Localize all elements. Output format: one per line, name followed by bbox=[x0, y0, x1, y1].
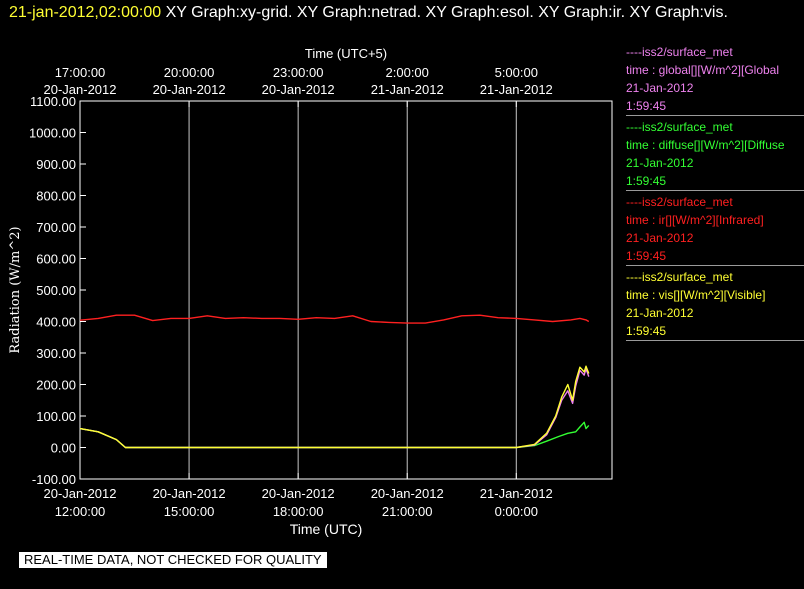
y-axis-title: Radiation (W/m^2) bbox=[8, 226, 23, 353]
x-axis-top: 17:00:00 20-Jan-2012 20:00:00 20-Jan-2012 23… bbox=[44, 65, 553, 107]
x2-tick-time: 2:00:00 bbox=[386, 65, 429, 80]
y-tick-label: 700.00 bbox=[36, 220, 76, 235]
quality-notice: REAL-TIME DATA, NOT CHECKED FOR QUALITY bbox=[19, 552, 327, 568]
legend-source: ----iss2/surface_met bbox=[626, 45, 733, 59]
x2-tick-time: 23:00:00 bbox=[273, 65, 324, 80]
legend-date: 21-Jan-2012 bbox=[626, 231, 694, 245]
y-tick-label: 800.00 bbox=[36, 189, 76, 204]
grid-lines bbox=[188, 101, 517, 479]
y-tick-label: 400.00 bbox=[36, 315, 76, 330]
legend-date: 21-Jan-2012 bbox=[626, 156, 694, 170]
x-tick-date: 20-Jan-2012 bbox=[262, 486, 335, 501]
x-tick-time: 12:00:00 bbox=[55, 504, 106, 519]
legend-date: 21-Jan-2012 bbox=[626, 81, 694, 95]
x-tick-date: 21-Jan-2012 bbox=[480, 486, 553, 501]
x-tick-date: 20-Jan-2012 bbox=[371, 486, 444, 501]
legend-time: 1:59:45 bbox=[626, 99, 667, 113]
x2-tick-time: 5:00:00 bbox=[495, 65, 538, 80]
x-tick-time: 18:00:00 bbox=[273, 504, 324, 519]
y-tick-label: 1100.00 bbox=[30, 94, 76, 109]
y-tick-label: 300.00 bbox=[36, 346, 76, 361]
x2-tick-date: 21-Jan-2012 bbox=[371, 82, 444, 97]
graph-list-label: XY Graph:xy-grid. XY Graph:netrad. XY Gr… bbox=[161, 4, 728, 21]
plot-area bbox=[79, 100, 613, 480]
legend-field: time : ir[][W/m^2][Infrared] bbox=[626, 213, 764, 227]
graph-title-bar: 21-jan-2012,02:00:00 XY Graph:xy-grid. X… bbox=[9, 2, 799, 24]
x2-tick-date: 20-Jan-2012 bbox=[262, 82, 335, 97]
legend-field: time : global[][W/m^2][Global bbox=[626, 63, 780, 77]
x-tick-time: 0:00:00 bbox=[495, 504, 538, 519]
x2-tick-date: 21-Jan-2012 bbox=[480, 82, 553, 97]
legend-time: 1:59:45 bbox=[626, 174, 667, 188]
x-axis-bottom: 20-Jan-2012 12:00:00 20-Jan-2012 15:00:00 20… bbox=[44, 473, 553, 519]
legend-field: time : diffuse[][W/m^2][Diffuse bbox=[626, 138, 785, 152]
x-tick-date: 20-Jan-2012 bbox=[44, 486, 117, 501]
legend-source: ----iss2/surface_met bbox=[626, 195, 733, 209]
x-tick-time: 21:00:00 bbox=[382, 504, 433, 519]
x-axis-title: Time (UTC) bbox=[290, 521, 363, 537]
y-tick-label: 200.00 bbox=[36, 378, 76, 393]
x2-tick-time: 20:00:00 bbox=[164, 65, 215, 80]
legend-time: 1:59:45 bbox=[626, 324, 667, 338]
x2-tick-date: 20-Jan-2012 bbox=[153, 82, 226, 97]
y-tick-label: 600.00 bbox=[36, 252, 76, 267]
x-tick-time: 15:00:00 bbox=[164, 504, 215, 519]
x2-tick-date: 20-Jan-2012 bbox=[44, 82, 117, 97]
x-tick-date: 20-Jan-2012 bbox=[153, 486, 226, 501]
series-line-ir bbox=[79, 314, 590, 324]
legend-field: time : vis[][W/m^2][Visible] bbox=[626, 288, 766, 302]
data-series bbox=[79, 314, 590, 449]
y-tick-label: 0.00 bbox=[51, 441, 76, 456]
y-tick-label: 900.00 bbox=[36, 157, 76, 172]
legend-time: 1:59:45 bbox=[626, 249, 667, 263]
y-tick-label: 100.00 bbox=[36, 409, 76, 424]
y-tick-label: -100.00 bbox=[32, 472, 76, 487]
legend-source: ----iss2/surface_met bbox=[626, 120, 733, 134]
y-axis: 1100.00 1000.00 900.00 800.00 700.00 600.00 50… bbox=[29, 94, 86, 487]
legend-source: ----iss2/surface_met bbox=[626, 270, 733, 284]
series-line-vis bbox=[79, 365, 590, 449]
legend-date: 21-Jan-2012 bbox=[626, 306, 694, 320]
y-tick-label: 1000.00 bbox=[29, 126, 76, 141]
timestamp-label: 21-jan-2012,02:00:00 bbox=[9, 4, 162, 21]
x2-axis-title: Time (UTC+5) bbox=[305, 46, 387, 61]
y-tick-label: 500.00 bbox=[36, 283, 76, 298]
x2-tick-time: 17:00:00 bbox=[55, 65, 106, 80]
